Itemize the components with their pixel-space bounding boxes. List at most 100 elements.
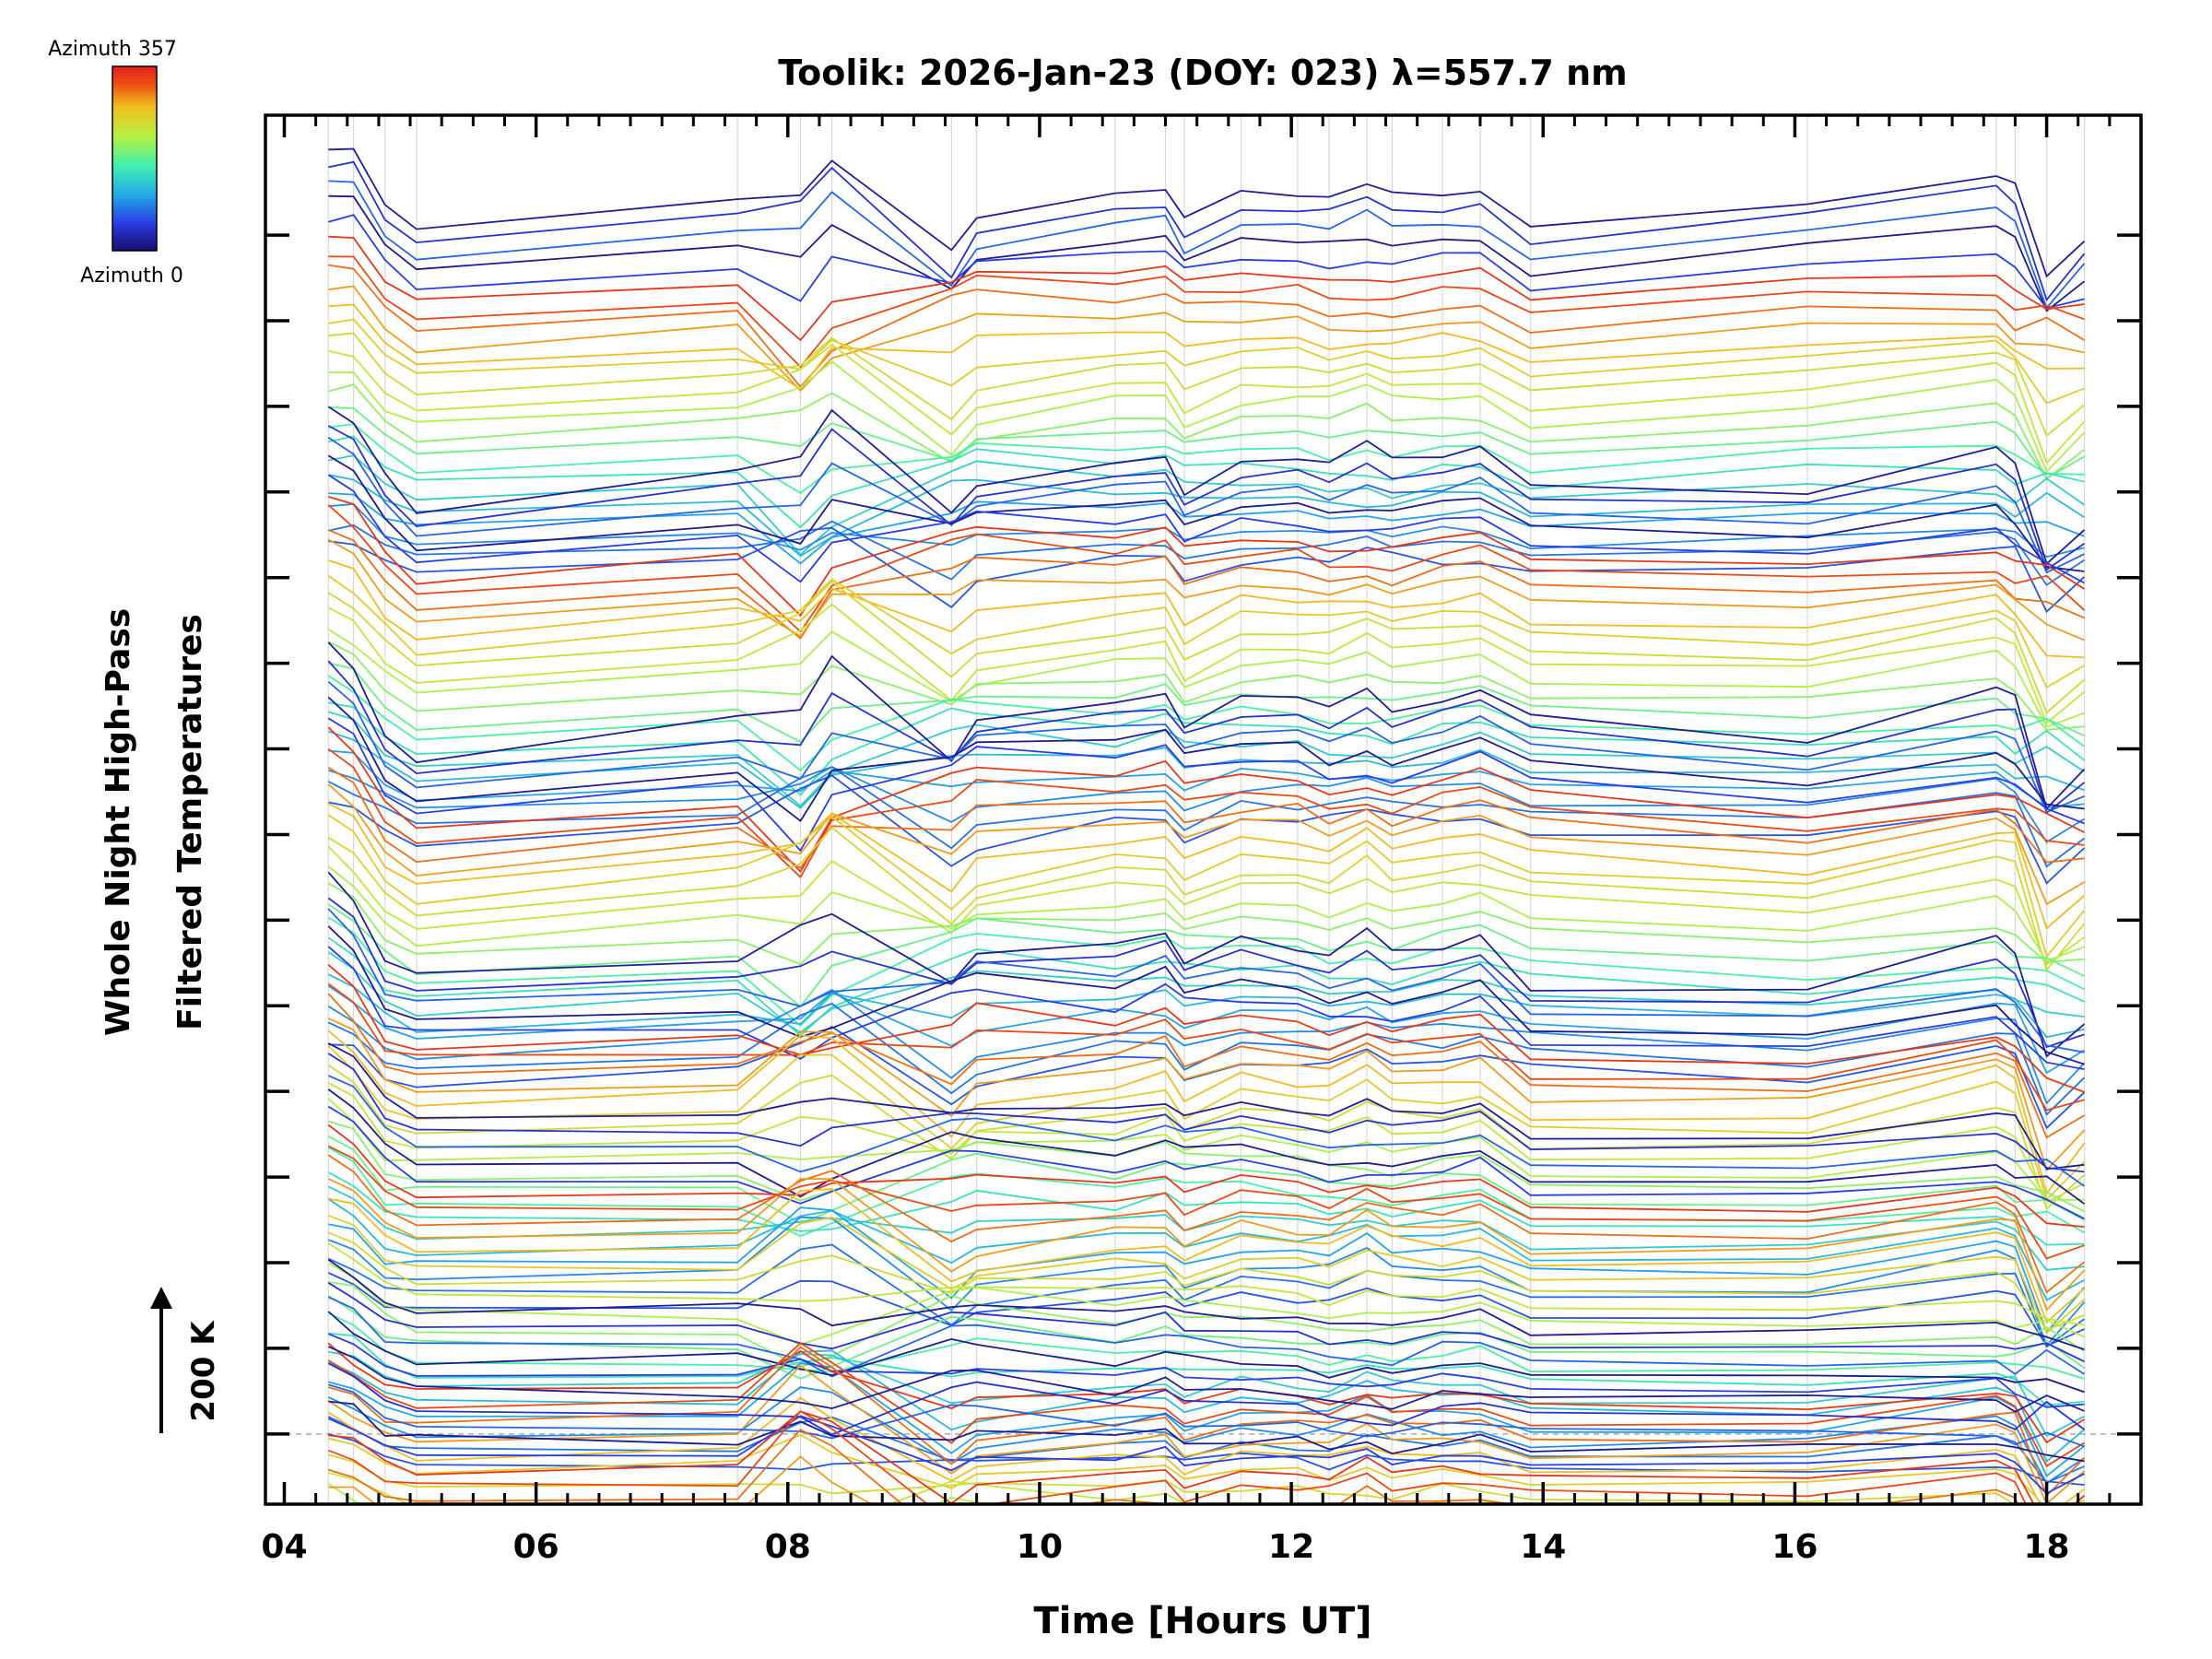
data-line [327, 989, 2086, 1105]
scale-bar: 200 K [150, 1287, 222, 1433]
data-line [327, 882, 2085, 966]
data-line [327, 1098, 2085, 1201]
x-tick-label: 16 [1771, 1528, 1818, 1566]
data-line [328, 285, 2085, 393]
data-line [327, 1272, 2085, 1347]
data-line [327, 1185, 2085, 1271]
data-line [327, 1145, 2085, 1260]
colorbar-top-label: Azimuth 357 [48, 38, 177, 61]
data-line [327, 580, 2086, 714]
data-line [327, 1088, 2086, 1205]
data-line [327, 1362, 2086, 1436]
data-line [328, 711, 2085, 807]
data-line [328, 1400, 2085, 1463]
data-line [327, 925, 2085, 1065]
data-line [328, 332, 2086, 438]
data-line [327, 1312, 2085, 1380]
data-line [327, 1053, 2085, 1173]
data-line [327, 1262, 2085, 1346]
data-line [327, 1045, 2086, 1202]
data-line [328, 1188, 2086, 1324]
data-line [327, 425, 2086, 571]
data-line [327, 783, 2085, 906]
data-line [328, 343, 2086, 465]
data-line [328, 1455, 874, 1504]
data-line [327, 1243, 2086, 1348]
x-tick-label: 06 [513, 1528, 559, 1566]
data-line [328, 701, 2086, 796]
data-line [327, 803, 2086, 930]
data-line [327, 1178, 2086, 1312]
data-line [327, 916, 2085, 1028]
data-line [328, 160, 2086, 302]
data-line [327, 946, 2085, 1070]
y-axis-label-line2: Filtered Temperatures [171, 614, 209, 1030]
data-line [327, 1231, 2085, 1332]
data-line [327, 538, 2085, 641]
data-line [327, 993, 2085, 1139]
data-line [327, 1333, 2085, 1408]
data-line [327, 504, 2086, 633]
data-line [327, 1064, 2086, 1211]
data-line [327, 903, 2085, 1008]
data-line [327, 845, 2086, 967]
data-line [327, 1483, 1167, 1504]
data-line [327, 660, 2086, 815]
data-line [327, 1296, 2085, 1378]
data-line [327, 964, 2085, 1093]
x-axis-label: Time [Hours UT] [1034, 1600, 1372, 1642]
colorbar-bottom-label: Azimuth 0 [80, 265, 183, 288]
data-line [327, 1396, 2086, 1504]
data-line [327, 406, 2086, 566]
data-line [327, 826, 2086, 972]
data-line [327, 871, 2086, 1058]
data-line [328, 749, 2085, 808]
data-line [328, 520, 2085, 586]
data-line [328, 303, 2085, 391]
data-line [328, 1433, 2085, 1486]
data-line [327, 717, 2085, 853]
x-tick-label: 12 [1268, 1528, 1314, 1566]
data-line [327, 1282, 2085, 1363]
data-line [328, 360, 2086, 474]
data-line [327, 474, 2085, 584]
data-line [327, 1415, 2085, 1495]
data-line [327, 681, 2085, 814]
x-tick-label: 14 [1520, 1528, 1566, 1566]
data-line [328, 662, 2085, 744]
data-line [328, 1350, 2085, 1438]
data-line [328, 526, 2086, 614]
data-line [327, 629, 2085, 728]
data-line [327, 1342, 2085, 1467]
data-line [327, 1075, 2086, 1187]
data-line [328, 423, 2085, 494]
data-line [328, 496, 2085, 618]
data-lines [327, 147, 2086, 1504]
data-line [327, 1242, 2085, 1326]
data-line [328, 235, 2085, 342]
data-line [327, 747, 2085, 879]
data-line [327, 984, 2085, 1075]
data-line [328, 1362, 2086, 1477]
data-line [328, 1383, 2085, 1448]
data-line [327, 1154, 2086, 1294]
data-line [328, 194, 2086, 312]
data-line [327, 908, 2085, 1053]
data-line [327, 675, 2086, 772]
data-line [327, 1105, 2085, 1220]
data-line [328, 1453, 2023, 1504]
data-line [328, 435, 2085, 529]
data-line [327, 767, 2085, 870]
data-line [328, 318, 2085, 405]
data-line [328, 1206, 2086, 1335]
data-line [327, 1030, 2086, 1195]
data-line [327, 936, 2085, 1037]
data-line [327, 865, 2085, 962]
data-line [327, 1346, 2085, 1413]
x-tick-label: 04 [261, 1528, 307, 1566]
data-line [328, 1281, 2085, 1369]
data-line [328, 1332, 2085, 1406]
data-line [328, 1433, 2085, 1504]
data-line [328, 1410, 2086, 1504]
